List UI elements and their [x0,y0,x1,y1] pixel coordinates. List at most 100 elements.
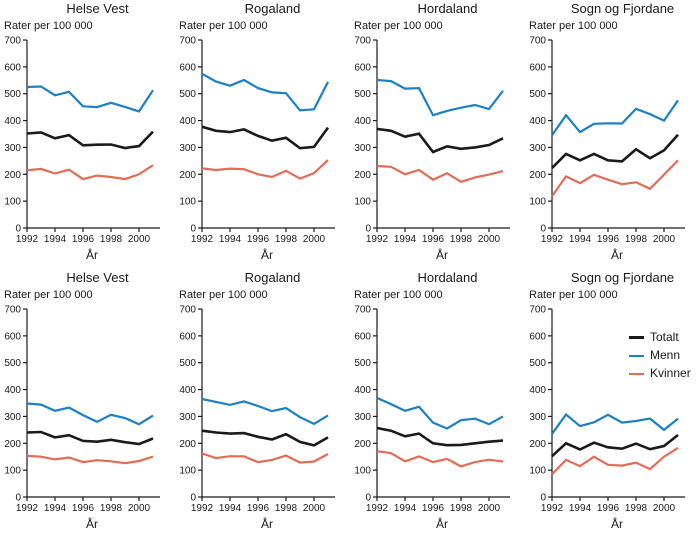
y-tick-label: 700 [529,36,546,47]
x-axis-label: År [436,517,448,531]
x-tick-label: 1996 [247,503,270,514]
y-tick-label: 300 [4,143,21,154]
series-line-totalt [551,433,679,458]
series-line-totalt [551,133,679,170]
plot-area: 0 100 200 300 400 500 600 700 1992 1994 1996 1998 20… [4,305,160,514]
y-tick-label: 500 [4,89,21,100]
legend-label: Kvinner [650,366,691,380]
y-tick-label: 200 [354,439,371,450]
y-axis-caption: Rater per 100 000 [179,289,268,301]
y-tick-label: 500 [179,89,196,100]
x-tick-label: 2000 [303,503,326,514]
x-tick-label: 2000 [478,234,501,245]
x-tick-label: 2000 [653,234,676,245]
x-axis-label: År [261,248,273,262]
y-tick-label: 300 [529,143,546,154]
y-tick-label: 100 [354,197,371,208]
kvinner-line-swatch-icon [629,372,644,375]
x-tick-label: 1998 [625,234,648,245]
y-tick-label: 0 [190,224,196,235]
x-tick-label: 2000 [653,503,676,514]
x-tick-label: 1994 [394,234,417,245]
x-axis-label: År [611,517,623,531]
x-tick-label: 1998 [450,234,473,245]
y-axis-caption: Rater per 100 000 [354,20,443,32]
x-axis-label: År [261,517,273,531]
chart-title: Hordaland [417,270,478,285]
x-tick-label: 1992 [541,503,564,514]
y-tick-label: 600 [354,62,371,73]
x-tick-label: 1998 [625,503,648,514]
x-tick-label: 1992 [16,234,39,245]
y-tick-label: 400 [4,385,21,396]
y-axis-caption: Rater per 100 000 [529,20,618,32]
series-line-kvinner [551,446,679,475]
subplot-rogaland-bottom: Rogaland Rater per 100 000 0 100 200 300 400… [175,269,350,538]
legend-label: Menn [650,348,681,362]
x-tick-label: 1994 [394,503,417,514]
x-tick-label: 2000 [478,503,501,514]
x-axis-label: År [86,517,98,531]
x-tick-label: 1992 [191,234,214,245]
y-tick-label: 400 [4,116,21,127]
x-tick-label: 1994 [569,234,592,245]
legend-item-totalt: Totalt [629,331,699,344]
x-tick-label: 1994 [44,234,67,245]
subplot-helse-vest-top: Helse Vest Rater per 100 000 0 100 200 300 4… [0,0,175,269]
axis [26,309,160,498]
series-line-kvinner [376,164,504,183]
y-axis-caption: Rater per 100 000 [529,289,618,301]
plot-area: 0 100 200 300 400 500 600 700 1992 1994 1996 1998 20… [529,36,685,245]
x-tick-label: 1998 [450,503,473,514]
series-line-kvinner [376,450,504,468]
series-line-menn [376,396,504,430]
x-tick-label: 2000 [303,234,326,245]
series-line-totalt [201,429,329,447]
y-tick-label: 300 [529,412,546,423]
y-tick-label: 700 [179,36,196,47]
y-tick-label: 400 [179,116,196,127]
legend-item-kvinner: Kvinner [629,367,699,380]
y-tick-label: 200 [179,170,196,181]
y-tick-label: 100 [4,466,21,477]
axis [376,309,510,498]
x-tick-label: 1994 [219,503,242,514]
series-line-kvinner [26,454,154,465]
y-tick-label: 0 [15,224,21,235]
plot-area: 0 100 200 300 400 500 600 700 1992 1994 1996 1998 20… [4,36,160,245]
x-tick-label: 1998 [275,503,298,514]
x-tick-label: 1992 [541,234,564,245]
series-line-totalt [376,426,504,447]
y-tick-label: 0 [365,493,371,504]
totalt-line-swatch-icon [629,336,644,339]
y-tick-label: 600 [179,331,196,342]
y-tick-label: 600 [4,331,21,342]
y-tick-label: 300 [354,412,371,423]
series-line-totalt [376,127,504,154]
menn-line-swatch-icon [629,354,644,357]
y-tick-label: 0 [365,224,371,235]
series-line-kvinner [26,164,154,181]
chart-title: Helse Vest [66,270,129,285]
y-tick-label: 200 [529,439,546,450]
x-tick-label: 1998 [275,234,298,245]
x-tick-label: 1996 [422,503,445,514]
series-line-menn [26,402,154,426]
subplot-helse-vest-bottom: Helse Vest Rater per 100 000 0 100 200 300 4… [0,269,175,538]
y-tick-label: 400 [529,116,546,127]
y-tick-label: 700 [4,305,21,316]
axis [201,40,335,229]
y-tick-label: 600 [529,62,546,73]
series-line-kvinner [201,159,329,180]
y-tick-label: 100 [179,197,196,208]
y-tick-label: 200 [354,170,371,181]
legend-item-menn: Menn [629,349,699,362]
plot-area: 0 100 200 300 400 500 600 700 1992 1994 1996 1998 20… [354,305,510,514]
series-line-totalt [26,430,154,446]
x-tick-label: 1996 [597,503,620,514]
x-axis-label: År [436,248,448,262]
x-tick-label: 1998 [100,503,123,514]
y-tick-label: 700 [354,305,371,316]
series-line-menn [26,85,154,113]
